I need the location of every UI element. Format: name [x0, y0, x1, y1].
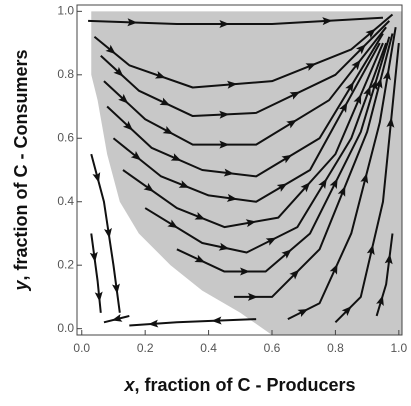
arrowhead [211, 316, 222, 325]
arrowhead [111, 314, 123, 322]
arrowhead [384, 253, 393, 265]
arrowhead [329, 178, 338, 189]
y-tick-label: 1.0 [57, 4, 74, 18]
x-tick-label: 0.4 [200, 341, 217, 355]
arrowhead [366, 244, 375, 256]
arrowhead [247, 292, 258, 301]
arrowhead [219, 20, 230, 29]
arrowhead [112, 283, 120, 294]
arrowhead [154, 70, 166, 79]
y-tick-label: 0.0 [57, 321, 74, 335]
arrowhead [143, 182, 155, 192]
arrowhead [337, 185, 346, 197]
arrowhead [318, 178, 327, 190]
x-tick-label: 0.0 [73, 341, 90, 355]
streamline [129, 318, 257, 327]
arrowhead [363, 85, 371, 97]
arrowhead [118, 93, 129, 104]
arrowhead [329, 263, 338, 275]
arrowhead [178, 180, 190, 188]
arrowhead [360, 173, 369, 184]
arrowhead [297, 308, 309, 318]
arrowhead [386, 117, 395, 128]
arrowhead [265, 237, 277, 246]
x-axis-text: , fraction of C - Producers [134, 375, 355, 395]
arrowhead [223, 168, 235, 177]
arrowhead [305, 63, 317, 71]
streamline [375, 233, 394, 317]
arrowhead [226, 193, 238, 202]
x-tick-label: 1.0 [390, 341, 407, 355]
arrowhead [300, 182, 311, 193]
y-tick-label: 0.4 [57, 194, 74, 208]
arrowhead [286, 119, 297, 129]
x-tick-label: 0.2 [137, 341, 154, 355]
arrowhead [281, 249, 292, 259]
y-tick-label: 0.2 [57, 257, 74, 271]
arrowhead [105, 44, 116, 55]
arrowhead [167, 219, 178, 229]
arrowhead [376, 295, 384, 307]
arrowhead [345, 81, 354, 93]
y-tick-label: 0.8 [57, 67, 74, 81]
arrowhead [289, 91, 301, 100]
arrowhead [89, 251, 98, 263]
arrowhead [104, 227, 112, 239]
arrowhead [218, 242, 230, 251]
arrowhead [159, 97, 171, 106]
arrowhead [130, 151, 142, 161]
arrowhead [194, 254, 206, 263]
arrowhead [92, 172, 101, 183]
arrowhead [351, 59, 361, 71]
arrowhead [240, 267, 251, 276]
arrowhead [122, 120, 133, 131]
x-axis-label: x, fraction of C - Producers [123, 375, 355, 395]
plot-frame [76, 4, 403, 336]
arrowhead [194, 212, 206, 220]
arrowhead [281, 154, 293, 164]
streamline [233, 33, 394, 298]
arrowhead [374, 77, 383, 89]
arrowhead [369, 79, 378, 91]
arrowhead [127, 18, 138, 27]
x-tick-label: 0.6 [264, 341, 281, 355]
arrowhead [276, 183, 288, 192]
arrowhead [170, 153, 182, 161]
y-axis-text: , fraction of C - Consumers [11, 49, 31, 280]
arrowhead [245, 219, 257, 228]
streamline [90, 233, 102, 313]
arrowhead [341, 306, 352, 316]
shaded-region [91, 11, 402, 335]
arrowhead [322, 17, 333, 26]
arrowhead [289, 269, 300, 280]
y-tick-label: 0.6 [57, 130, 74, 144]
x-tick-label: 0.8 [327, 341, 344, 355]
arrowhead [219, 140, 230, 149]
arrowhead [227, 80, 238, 89]
arrowhead [219, 110, 230, 119]
x-axis-var: x [123, 375, 135, 395]
y-axis-var: y [11, 280, 31, 292]
arrowhead [148, 319, 159, 328]
arrowhead [356, 44, 366, 55]
arrowhead [113, 66, 124, 77]
arrowhead [339, 102, 348, 113]
arrowhead [162, 126, 174, 135]
y-axis-label: y, fraction of C - Consumers [11, 49, 31, 291]
arrowhead [382, 69, 391, 81]
arrowhead [353, 94, 362, 105]
arrowhead [94, 291, 103, 302]
arrowhead [365, 28, 376, 39]
streamline [287, 27, 397, 321]
